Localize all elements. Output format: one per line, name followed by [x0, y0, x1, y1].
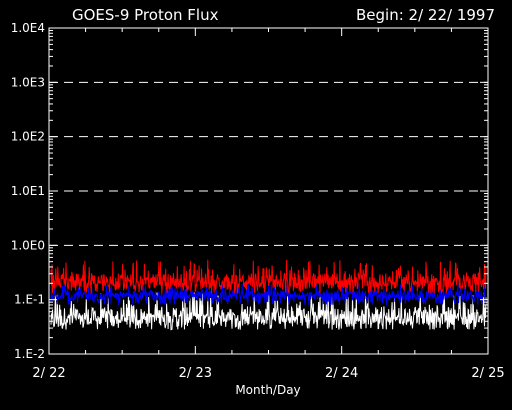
x-tick-label-2: 2/ 24 — [325, 366, 358, 381]
flux-series-0 — [50, 259, 487, 295]
grid-layer — [49, 81, 488, 246]
y-tick-label-2: 1.0E0 — [11, 238, 45, 252]
x-tick-label-0: 2/ 22 — [32, 366, 65, 381]
x-axis: 2/ 22 2/ 23 2/ 24 2/ 25 — [32, 28, 505, 381]
y-tick-label-6: 1.0E4 — [11, 21, 45, 35]
y-tick-label-5: 1.0E3 — [11, 75, 45, 89]
y-axis: 1.E-2 1.E-1 1.0E0 1.0E1 1.0E2 1.0E3 1.0E4 — [11, 21, 488, 361]
series-layer — [50, 259, 487, 331]
x-axis-label: Month/Day — [235, 383, 300, 397]
y-tick-label-0: 1.E-2 — [14, 347, 45, 361]
y-tick-label-3: 1.0E1 — [11, 184, 45, 198]
chart-title: GOES-9 Proton Flux — [72, 6, 219, 24]
y-tick-label-4: 1.0E2 — [11, 130, 45, 144]
x-tick-label-1: 2/ 23 — [179, 366, 212, 381]
x-tick-label-3: 2/ 25 — [471, 366, 504, 381]
begin-date-label: Begin: 2/ 22/ 1997 — [356, 6, 495, 24]
y-tick-label-1: 1.E-1 — [14, 293, 45, 307]
flux-series-1 — [50, 283, 487, 307]
